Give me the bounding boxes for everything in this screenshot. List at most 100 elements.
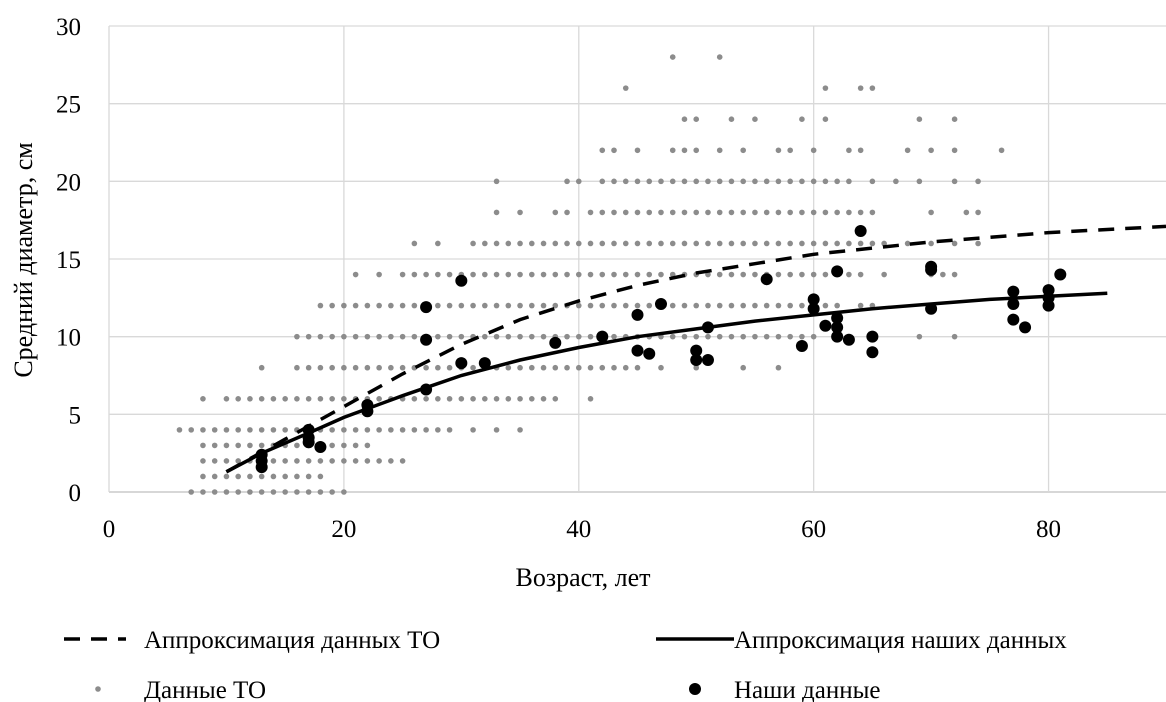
to-data-point — [693, 302, 700, 309]
to-data-point — [270, 473, 277, 480]
to-data-point — [564, 333, 570, 340]
to-data-point — [435, 271, 441, 278]
x-tick-label: 0 — [103, 516, 116, 543]
to-data-point — [951, 178, 958, 185]
to-data-point — [529, 302, 535, 309]
to-data-point — [493, 302, 500, 309]
to-data-point — [493, 271, 500, 278]
to-data-point — [529, 271, 535, 278]
to-data-point — [505, 396, 512, 402]
to-data-point — [752, 209, 758, 216]
our-data-point — [455, 274, 468, 287]
our-data-point — [854, 225, 867, 238]
to-data-point — [482, 302, 488, 309]
to-data-point — [622, 364, 629, 371]
to-data-point — [763, 333, 770, 340]
to-data-point — [822, 178, 829, 185]
to-data-point — [317, 458, 324, 464]
to-data-point — [270, 489, 277, 495]
to-data-point — [740, 333, 746, 340]
our-data-point — [690, 344, 703, 357]
to-data-point — [470, 302, 476, 309]
to-data-point — [857, 271, 864, 278]
to-data-point — [611, 240, 617, 247]
to-data-point — [235, 458, 241, 464]
our-data-point — [1054, 268, 1067, 281]
to-data-point — [822, 85, 829, 91]
to-data-point — [740, 240, 746, 247]
our-data-point — [478, 357, 491, 370]
to-data-point — [857, 85, 864, 91]
to-data-point — [352, 364, 359, 371]
to-data-point — [470, 364, 476, 371]
to-data-point — [728, 302, 735, 309]
to-data-point — [740, 271, 746, 278]
to-data-point — [482, 396, 488, 402]
to-data-point — [716, 333, 723, 340]
to-data-point — [634, 178, 641, 185]
to-data-point — [258, 442, 265, 449]
to-data-point — [317, 489, 324, 495]
to-data-point — [728, 178, 735, 185]
our-data-point — [690, 353, 703, 366]
our-data-point — [654, 298, 667, 311]
to-data-point — [564, 240, 570, 247]
y-tick-label: 30 — [56, 14, 81, 41]
to-data-point — [611, 302, 617, 309]
to-data-point — [705, 302, 711, 309]
to-data-point — [599, 209, 606, 216]
to-data-point — [822, 240, 829, 247]
to-data-point — [470, 396, 476, 402]
to-data-point — [341, 427, 347, 433]
to-data-point — [846, 147, 852, 154]
to-data-point — [517, 427, 523, 433]
our-data-point — [1007, 298, 1020, 311]
to-data-point — [305, 489, 312, 495]
to-data-point — [658, 364, 664, 371]
legend-label-to-fit: Аппроксимация данных ТО — [144, 627, 440, 654]
our-data-point — [1007, 285, 1020, 298]
to-data-point — [247, 442, 253, 449]
to-data-point — [587, 364, 594, 371]
to-data-point — [376, 333, 382, 340]
to-data-point — [681, 147, 688, 154]
to-data-point — [834, 302, 840, 309]
to-data-point — [282, 396, 288, 402]
our-data-point — [795, 339, 808, 352]
to-data-point — [376, 396, 382, 402]
to-data-point — [846, 209, 852, 216]
to-data-point — [775, 147, 782, 154]
our-data-point — [455, 357, 468, 370]
our-data-points — [255, 225, 1067, 474]
to-data-point — [575, 364, 582, 371]
to-data-point — [200, 442, 206, 449]
to-data-point — [998, 147, 1005, 154]
to-data-point — [376, 271, 382, 278]
to-data-point — [388, 427, 394, 433]
to-data-point — [235, 396, 241, 402]
to-data-point — [270, 427, 277, 433]
to-data-point — [540, 302, 547, 309]
to-data-point — [646, 271, 653, 278]
to-data-point — [975, 178, 981, 185]
y-tick-label: 0 — [69, 480, 82, 507]
to-data-point — [752, 333, 758, 340]
our-data-point — [819, 319, 832, 332]
to-data-point — [916, 178, 923, 185]
to-data-point — [341, 396, 347, 402]
our-data-point — [866, 330, 879, 343]
to-data-point — [493, 333, 500, 340]
our-data-point — [420, 383, 433, 396]
to-data-point — [940, 271, 946, 278]
grid — [108, 25, 1166, 493]
to-data-point — [540, 364, 547, 371]
to-data-point — [869, 209, 876, 216]
x-tick-label: 40 — [566, 516, 591, 543]
to-data-point — [575, 271, 582, 278]
to-data-point — [446, 364, 453, 371]
to-data-point — [446, 427, 453, 433]
to-data-point — [904, 147, 911, 154]
to-data-point — [752, 302, 758, 309]
to-data-point — [799, 302, 805, 309]
to-data-point — [622, 302, 629, 309]
